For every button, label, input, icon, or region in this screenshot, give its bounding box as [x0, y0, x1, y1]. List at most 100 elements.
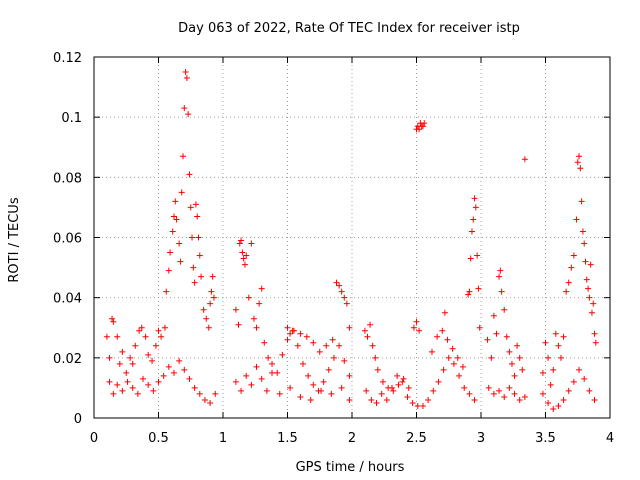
data-point — [555, 402, 562, 409]
data-point — [346, 324, 353, 331]
data-point — [485, 384, 492, 391]
data-point — [439, 327, 446, 334]
data-point — [367, 321, 374, 328]
data-point — [287, 384, 294, 391]
data-point — [552, 330, 559, 337]
data-point — [466, 288, 473, 295]
data-point — [579, 228, 586, 235]
data-point — [514, 342, 521, 349]
data-point — [134, 390, 141, 397]
data-point — [150, 387, 157, 394]
data-point — [557, 354, 564, 361]
data-point — [341, 357, 348, 364]
data-point — [250, 315, 257, 322]
data-point — [585, 285, 592, 292]
data-point — [119, 348, 126, 355]
data-point — [545, 399, 552, 406]
data-point — [196, 390, 203, 397]
y-tick-label: 0.04 — [53, 292, 82, 307]
data-point — [191, 384, 198, 391]
data-point — [472, 204, 479, 211]
data-point — [207, 300, 214, 307]
data-point — [253, 324, 260, 331]
data-point — [201, 396, 208, 403]
x-tick-label: 1 — [219, 431, 227, 446]
y-tick-label: 0 — [74, 412, 82, 427]
data-point — [521, 156, 528, 163]
data-point — [284, 336, 291, 343]
data-point — [297, 330, 304, 337]
data-point — [591, 396, 598, 403]
data-point — [570, 378, 577, 385]
data-point — [416, 126, 423, 133]
data-point — [434, 333, 441, 340]
data-point — [555, 342, 562, 349]
data-point — [186, 171, 193, 178]
data-point — [189, 234, 196, 241]
data-point — [501, 306, 508, 313]
data-point — [373, 399, 380, 406]
data-point — [200, 306, 207, 313]
data-point — [493, 330, 500, 337]
data-point — [238, 387, 245, 394]
data-point — [484, 336, 491, 343]
data-point — [263, 387, 270, 394]
data-point — [586, 294, 593, 301]
data-point — [369, 342, 376, 349]
data-point — [265, 354, 272, 361]
data-point — [195, 234, 202, 241]
data-point — [440, 366, 447, 373]
data-point — [328, 390, 335, 397]
data-point — [106, 378, 113, 385]
y-tick-label: 0.02 — [53, 352, 82, 367]
data-point — [169, 228, 176, 235]
data-point — [241, 261, 248, 268]
y-tick-label: 0.12 — [53, 51, 82, 66]
data-point — [209, 273, 216, 280]
data-point — [560, 333, 567, 340]
data-point — [516, 354, 523, 361]
data-point — [444, 336, 451, 343]
data-point — [330, 354, 337, 361]
data-point — [336, 342, 343, 349]
data-point — [248, 381, 255, 388]
data-point — [488, 354, 495, 361]
data-point — [390, 387, 397, 394]
y-tick-label: 0.08 — [53, 171, 82, 186]
data-point — [456, 372, 463, 379]
data-point — [374, 366, 381, 373]
data-point — [591, 330, 598, 337]
data-point — [142, 333, 149, 340]
data-point — [119, 387, 126, 394]
data-point — [496, 387, 503, 394]
data-point — [182, 69, 189, 76]
data-point — [232, 378, 239, 385]
data-point — [203, 315, 210, 322]
data-point — [539, 369, 546, 376]
data-point — [320, 378, 327, 385]
data-point — [310, 381, 317, 388]
x-tick-label: 3.5 — [535, 431, 556, 446]
data-point — [588, 309, 595, 316]
data-point — [307, 396, 314, 403]
data-point — [236, 240, 243, 247]
data-point — [581, 240, 588, 247]
data-point — [258, 375, 265, 382]
x-axis-label: GPS time / hours — [296, 460, 405, 475]
data-point — [576, 153, 583, 160]
data-point — [176, 357, 183, 364]
data-point — [238, 237, 245, 244]
data-point — [521, 393, 528, 400]
data-point — [565, 387, 572, 394]
data-point — [560, 396, 567, 403]
data-point — [577, 165, 584, 172]
data-points — [103, 69, 599, 412]
data-point — [550, 405, 557, 412]
data-point — [467, 255, 474, 262]
data-point — [441, 309, 448, 316]
data-point — [364, 333, 371, 340]
data-point — [205, 324, 212, 331]
data-point — [378, 390, 385, 397]
data-point — [243, 372, 250, 379]
data-point — [379, 378, 386, 385]
